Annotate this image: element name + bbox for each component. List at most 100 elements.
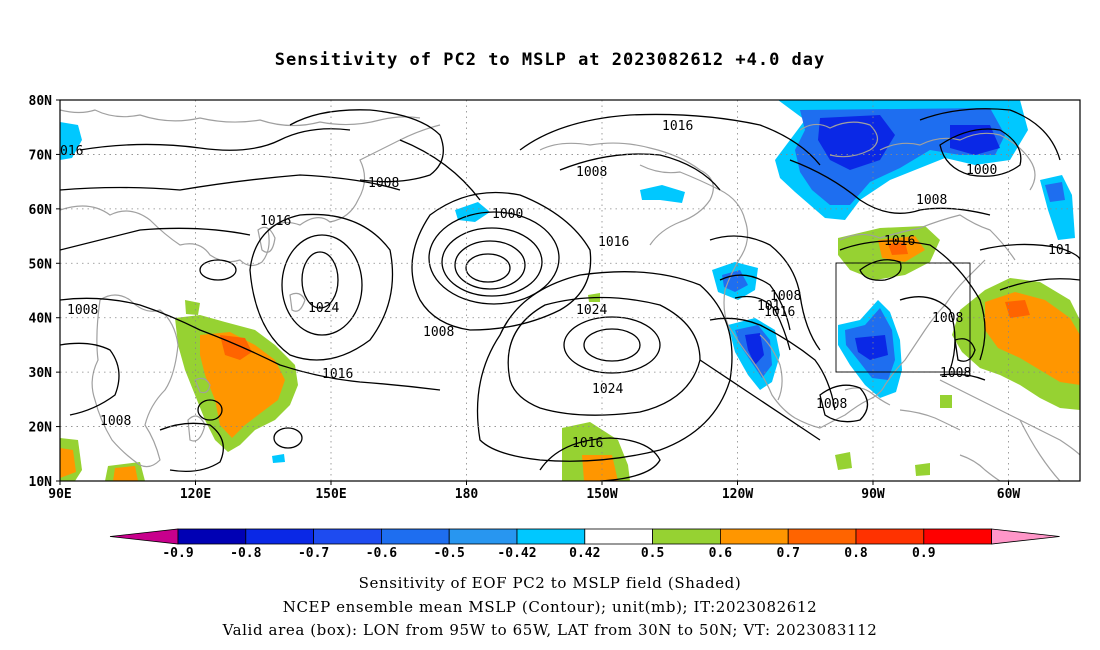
contour-line: [199, 259, 237, 281]
contour-label: 1008: [100, 414, 131, 429]
contour-line: [939, 128, 1022, 177]
coastline: [879, 132, 1036, 191]
colorbar-tick-label: 0.8: [844, 546, 868, 561]
lat-tick-label: 10N: [29, 475, 53, 490]
contour-line: [159, 422, 224, 473]
colorbar-swatch: [516, 528, 586, 545]
lon-tick-label: 150W: [586, 487, 617, 502]
colorbar-swatch: [787, 528, 857, 545]
contour-label: 1000: [966, 163, 997, 178]
contour-line: [60, 342, 120, 416]
caption-valid-area: Valid area (box): LON from 95W to 65W, L…: [222, 621, 878, 639]
shade-region: [582, 455, 618, 481]
contour-line: [709, 235, 821, 351]
contour-label: 1024: [308, 301, 339, 316]
coastline: [539, 142, 714, 246]
coastline: [257, 226, 276, 253]
lat-tick-label: 20N: [29, 421, 53, 436]
colorbar-swatch: [245, 528, 315, 545]
contour-line: [411, 191, 592, 331]
contour-line: [939, 373, 986, 381]
colorbar-swatch: [923, 528, 992, 545]
contour-label: 1024: [576, 303, 607, 318]
colorbar-swatch: [313, 528, 382, 545]
contour-line: [899, 296, 956, 371]
contour-line: [563, 316, 661, 374]
contour-line: [273, 427, 303, 449]
colorbar-tick-label: 0.6: [709, 546, 733, 561]
contour-line: [507, 296, 701, 416]
contour-line: [60, 297, 441, 391]
shade-region: [940, 395, 952, 408]
colorbar-tick-label: 0.7: [776, 546, 799, 561]
shade-region: [835, 452, 852, 470]
coastline: [289, 292, 306, 312]
colorbar-swatch: [380, 528, 450, 545]
colorbar-tick-label: -0.42: [497, 546, 536, 561]
contour-line: [399, 139, 481, 201]
shade-region: [185, 300, 200, 315]
lat-tick-label: 70N: [29, 148, 53, 163]
contour-line: [999, 278, 1080, 291]
contour-label: 1008: [576, 165, 607, 180]
shade-region: [915, 463, 930, 476]
coastline: [819, 259, 986, 429]
longitude-labels: 90E 120E 150E 180 150W 120W 90W 60W: [48, 481, 1020, 502]
shade-region: [60, 448, 76, 478]
colorbar-tick-label: -0.8: [230, 546, 261, 561]
contour-label: 1008: [423, 325, 454, 340]
contour-label: 1024: [592, 382, 623, 397]
colorbar-lower-arrow: [109, 528, 179, 545]
contour-line: [60, 227, 251, 251]
contour-line: [709, 317, 836, 411]
contour-label: 1016: [884, 234, 915, 249]
contour-label: 1008: [816, 397, 847, 412]
contour-label: 1016: [572, 436, 603, 451]
contour-line: [301, 251, 339, 309]
contour-line: [734, 295, 791, 351]
colorbar: -0.9 -0.8 -0.7 -0.6 -0.5 -0.42 0.42 0.5 0.6 0.7 0.…: [109, 528, 1060, 561]
contour-line: [954, 338, 976, 362]
contour-line: [441, 227, 543, 297]
contour-label: 1000: [492, 207, 523, 222]
sensitivity-shading: [60, 100, 1080, 481]
colorbar-tick-label: -0.7: [298, 546, 329, 561]
map-frame: [59, 99, 1081, 482]
coastline: [194, 377, 211, 394]
lat-tick-label: 80N: [29, 94, 53, 109]
lon-tick-label: 120E: [180, 487, 211, 502]
coastline: [60, 109, 421, 127]
shade-region: [855, 335, 888, 360]
contour-line: [281, 234, 363, 336]
colorbar-swatch: [652, 528, 721, 545]
lat-tick-label: 40N: [29, 312, 53, 327]
coastline: [639, 164, 821, 429]
contour-line: [859, 259, 902, 281]
colorbar-swatch: [855, 528, 925, 545]
lon-tick-label: 90E: [48, 487, 71, 502]
caption-shading: Sensitivity of EOF PC2 to MSLP field (Sh…: [358, 574, 742, 592]
shade-region: [888, 242, 908, 255]
shade-region: [113, 466, 138, 481]
lon-tick-label: 60W: [997, 487, 1021, 502]
shade-region: [272, 454, 285, 463]
colorbar-tick-label: -0.5: [434, 546, 465, 561]
contour-line: [979, 243, 1080, 261]
contour-label: 1016: [322, 367, 353, 382]
coastlines: [60, 109, 1080, 481]
colorbar-tick-label: 0.42: [569, 546, 600, 561]
contour-line: [289, 109, 444, 183]
contour-line: [719, 274, 791, 331]
shade-region: [745, 333, 764, 365]
contour-line: [79, 128, 351, 151]
coastline: [839, 214, 1016, 261]
contour-label: 1008: [368, 176, 399, 191]
shade-region: [1045, 182, 1065, 202]
lat-tick-label: 50N: [29, 257, 53, 272]
lon-tick-label: 120W: [722, 487, 753, 502]
shade-region: [640, 185, 685, 203]
colorbar-swatch: [720, 528, 789, 545]
contour-label: 1008: [67, 303, 98, 318]
contour-label: 1008: [916, 193, 947, 208]
